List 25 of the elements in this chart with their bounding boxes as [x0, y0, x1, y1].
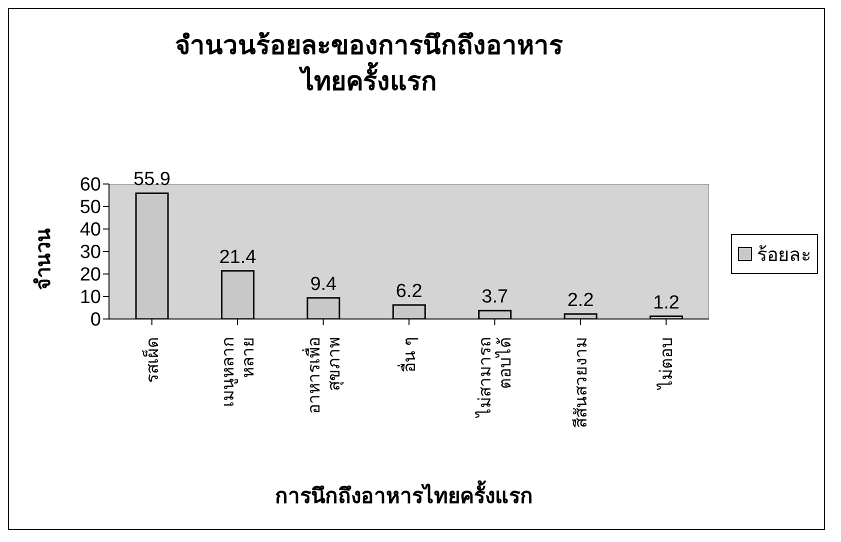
- y-tick-label: 50: [80, 197, 101, 218]
- chart-title: จำนวนร้อยละของการนึกถึงอาหารไทยครั้งแรก: [174, 29, 564, 98]
- x-tick-label: เมนูหลากหลาย: [218, 337, 258, 407]
- y-tick-label: 10: [80, 287, 101, 308]
- data-label: 3.7: [482, 286, 508, 308]
- data-label: 9.4: [310, 274, 338, 295]
- y-tick-label: 60: [80, 174, 101, 196]
- legend-label: ร้อยละ: [757, 244, 811, 268]
- x-tick-label: รสเผ็ด: [140, 337, 162, 383]
- data-label: 21.4: [219, 246, 257, 268]
- x-tick-label: ไม่สามารถตอบได้: [474, 337, 515, 419]
- x-tick-label: ไม่ตอบ: [656, 337, 676, 391]
- y-tick-label: 30: [80, 242, 101, 264]
- y-tick-label: 20: [80, 264, 101, 286]
- y-tick-label: 0: [90, 310, 101, 331]
- x-tick-label: อาหารเพื่อสุขภาพ: [301, 337, 344, 414]
- data-label: 2.2: [567, 290, 594, 312]
- x-axis-title: การนึกถึงอาหารไทยครั้งแรก: [274, 479, 534, 510]
- x-tick-label: อื่น ๆ: [397, 337, 419, 373]
- data-label: 1.2: [653, 292, 680, 314]
- data-label: 6.2: [396, 281, 422, 302]
- x-tick-label: สีสันสวยงาม: [571, 337, 590, 428]
- y-axis-title: จำนวน: [32, 228, 56, 290]
- y-tick-label: 40: [80, 220, 101, 241]
- data-label: 55.9: [134, 169, 170, 190]
